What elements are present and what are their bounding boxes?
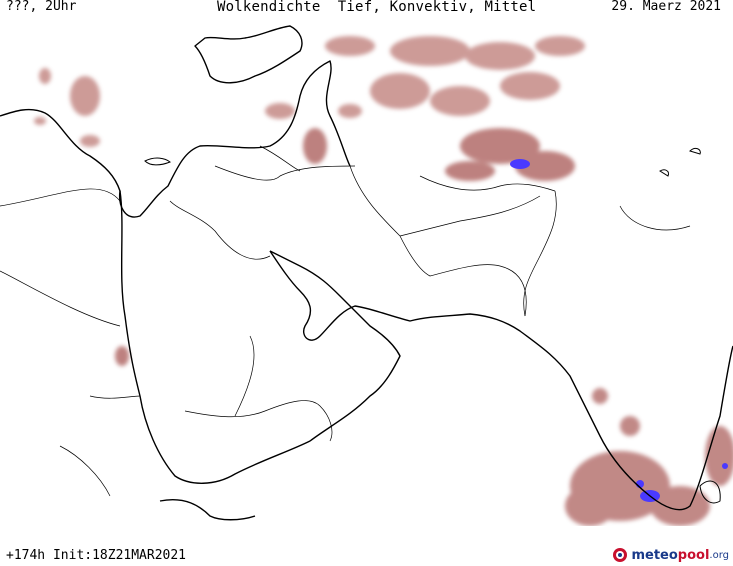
cloud-cluster-north-east	[265, 36, 585, 119]
cloud-cluster-afghanistan	[303, 128, 575, 181]
coastlines	[0, 25, 733, 521]
cloud-density-map	[0, 25, 733, 526]
forecast-time-label: ???, 2Uhr	[6, 0, 77, 14]
forecast-date: 29. Maerz 2021	[611, 0, 721, 14]
meteopool-logo[interactable]: meteo pool .org	[612, 546, 729, 564]
brand-part-org: .org	[709, 549, 729, 561]
brand-part-meteo: meteo	[631, 547, 678, 563]
meteopool-logo-icon	[613, 548, 628, 562]
cloud-cluster-mediterranean	[34, 68, 100, 147]
cloud-layer	[34, 36, 733, 526]
cloud-maximum-areas	[510, 159, 728, 502]
country-borders	[0, 145, 691, 497]
model-run-info: +174h Init:18Z21MAR2021	[6, 548, 187, 563]
map-title: Wolkendichte Tief, Konvektiv, Mittel	[217, 0, 537, 15]
cloud-cluster-south-india	[565, 388, 733, 526]
islands	[144, 147, 721, 504]
brand-part-pool: pool	[677, 547, 710, 563]
cloud-cluster-red-sea	[115, 346, 129, 366]
